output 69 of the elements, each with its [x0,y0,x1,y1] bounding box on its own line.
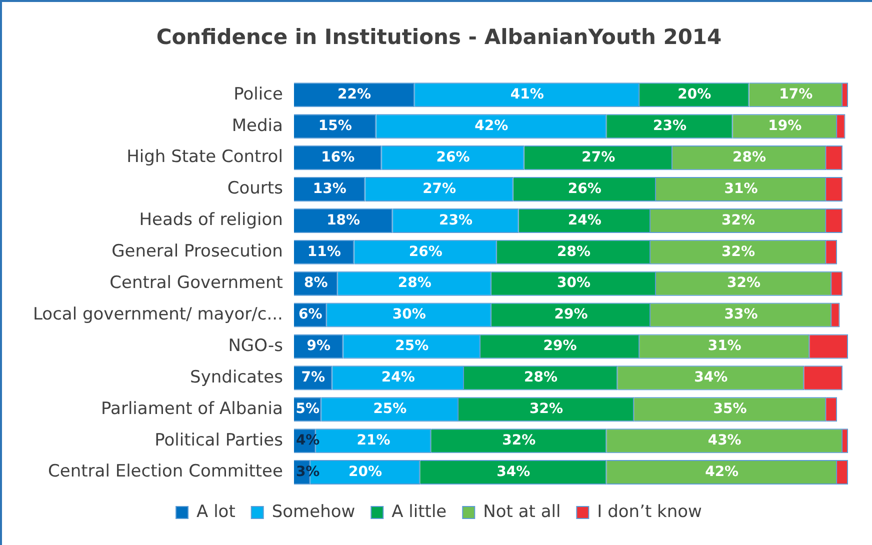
data-label: 29% [554,306,588,323]
data-label: 8% [304,275,328,292]
data-label: 29% [543,338,577,354]
data-label: 20% [678,86,712,103]
data-label: 33% [724,306,758,323]
data-label: 22% [338,86,372,103]
y-tick-label: Media [232,116,283,136]
legend-label: I don’t know [597,502,702,522]
data-label: 19% [768,118,802,134]
data-label: 17% [779,86,813,103]
data-label: 25% [373,401,407,418]
legend-label: Somehow [272,502,356,522]
data-label: 31% [708,338,742,354]
data-label: 28% [556,244,590,260]
data-label: 28% [398,275,432,292]
data-label: 42% [705,464,739,480]
data-label: 24% [381,370,415,386]
y-tick-label: Local government/ mayor/c... [32,304,283,324]
data-label: 23% [439,212,473,228]
data-label: 18% [326,212,360,228]
data-label: 20% [348,464,382,480]
y-tick-label: NGO-s [228,336,284,356]
data-label: 43% [708,432,742,448]
data-label: 26% [408,244,442,260]
data-label: 32% [722,212,756,228]
y-tick-label: Political Parties [154,430,284,450]
data-label: 7% [301,370,326,386]
data-label: 31% [724,180,758,197]
data-label: 35% [713,401,747,418]
data-label: 5% [296,401,320,418]
data-label: 32% [722,244,756,260]
data-label: 26% [436,149,470,166]
data-label: 11% [307,244,341,260]
data-label: 34% [496,464,530,480]
data-label: 28% [524,370,558,386]
data-label: 16% [321,149,355,166]
chart-title: Confidence in Institutions - AlbanianYouth 2014 [156,25,722,50]
y-tick-label: Heads of religion [139,210,283,230]
y-tick-label: General Prosecution [112,242,283,262]
y-tick-label: Courts [227,178,284,199]
data-label: 30% [556,275,590,292]
y-tick-label: Central Election Committee [48,462,283,482]
data-label: 41% [510,86,544,103]
y-tick-label: Syndicates [190,367,284,388]
y-tick-label: High State Control [126,147,283,168]
data-label: 32% [530,401,564,418]
data-label: 27% [582,149,616,166]
y-tick-label: Parliament of Albania [101,398,283,419]
data-label: 9% [306,338,331,354]
data-label: 30% [392,306,426,323]
data-label: 13% [312,180,346,197]
data-label: 28% [732,149,766,166]
legend-label: A lot [196,502,236,522]
data-label: 26% [568,180,602,197]
data-label: 6% [298,306,322,323]
data-label: 27% [422,180,456,197]
legend-label: Not at all [483,502,561,522]
legend-label: A little [392,502,447,522]
data-label: 25% [395,338,429,354]
y-tick-label: Central Government [110,273,284,294]
data-label: 32% [727,275,761,292]
data-label: 42% [474,118,508,134]
y-tick-label: Police [234,84,283,104]
data-label: 21% [356,432,390,448]
data-label: 32% [502,432,536,448]
data-label: 24% [568,212,602,228]
data-label: 23% [652,118,686,134]
data-label: 34% [694,370,728,386]
data-label: 15% [318,118,352,134]
